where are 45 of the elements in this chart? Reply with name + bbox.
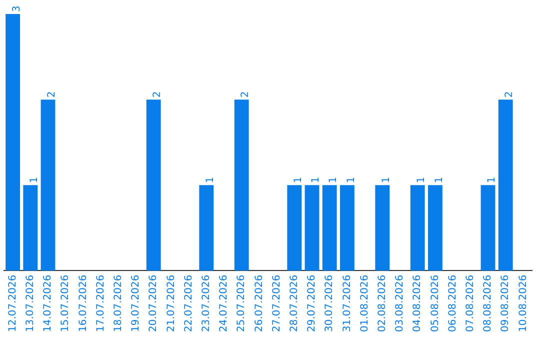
x-tick-label: 15.07.2026 [60,274,72,332]
data-label: 3 [11,6,22,12]
x-tick-label: 05.08.2026 [430,274,441,332]
x-tick-label: 08.08.2026 [482,274,494,332]
data-label: 1 [292,176,304,184]
data-label: 1 [380,176,392,184]
x-tick-label: 22.07.2026 [183,274,194,332]
x-tick-label: 12.07.2026 [7,274,18,332]
data-label: 2 [240,91,252,98]
data-label: 2 [46,91,58,98]
x-tick-label: 19.07.2026 [130,274,142,332]
data-label: 2 [152,91,164,98]
x-tick-label: 03.08.2026 [394,274,406,332]
x-tick-label: 10.08.2026 [518,274,529,332]
x-tick-label: 16.07.2026 [78,274,89,332]
x-tick-label: 02.08.2026 [376,274,388,332]
x-tick-label: 01.08.2026 [359,274,370,332]
x-tick-label: 06.08.2026 [447,274,458,332]
x-tick-label: 29.07.2026 [306,274,318,332]
data-label: 1 [346,176,357,184]
data-label: 1 [28,176,40,184]
x-tick-label: 07.08.2026 [464,274,476,332]
x-tick-label: 17.07.2026 [95,274,106,332]
x-tick-label: 09.08.2026 [500,274,512,332]
data-label: 1 [310,176,322,184]
data-label: 1 [416,176,428,184]
x-tick-label: 13.07.2026 [24,274,36,332]
x-tick-label: 18.07.2026 [112,274,124,332]
x-tick-label: 28.07.2026 [288,274,300,332]
data-label: 1 [486,176,498,184]
x-tick-label: 21.07.2026 [166,274,177,332]
data-label: 1 [434,176,445,184]
x-tick-label: 30.07.2026 [324,274,336,332]
x-tick-label: 14.07.2026 [42,274,54,332]
x-tick-label: 24.07.2026 [218,274,230,332]
x-tick-label: 27.07.2026 [271,274,282,332]
x-tick-label: 31.07.2026 [342,274,353,332]
data-label: 1 [204,176,216,184]
data-label: 1 [328,176,340,184]
x-tick-label: 23.07.2026 [200,274,212,332]
data-label: 2 [504,91,516,98]
x-tick-label: 20.07.2026 [148,274,160,332]
x-tick-label: 04.08.2026 [412,274,424,332]
x-tick-label: 26.07.2026 [254,274,265,332]
x-tick-label: 25.07.2026 [236,274,248,332]
